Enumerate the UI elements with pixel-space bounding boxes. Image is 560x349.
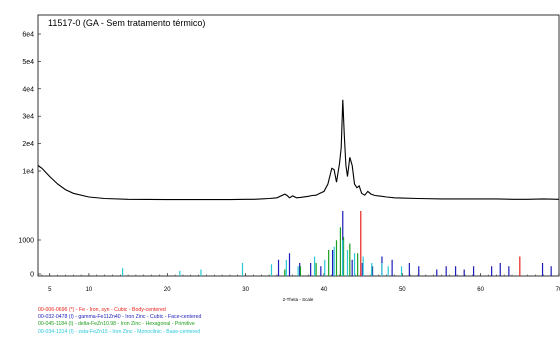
- x-tick-label: 30: [242, 287, 249, 293]
- phase-legend-entry: 00-045-1184 (I) - delta-FeZn10.98 - Iron…: [38, 321, 195, 328]
- y-tick-label: 1e4: [22, 169, 34, 176]
- x-tick-label: 60: [477, 287, 484, 293]
- y-tick-label: 4e4: [22, 86, 34, 93]
- y-tick-label: 0: [30, 272, 34, 279]
- x-tick-label: 5: [48, 287, 52, 293]
- reference-sticks: [122, 211, 552, 276]
- phase-legend-entry: 00-032-0478 (I) - gamma-Fe11Zn40 - Iron …: [38, 314, 202, 321]
- x-axis-label: 2-Theta - Scale: [283, 297, 314, 302]
- x-tick-label: 40: [321, 287, 328, 293]
- x-tick-label: 20: [164, 287, 171, 293]
- x-tick-label: 10: [86, 287, 93, 293]
- y-tick-label: 3e4: [22, 114, 34, 121]
- x-tick-label: 70: [556, 287, 560, 293]
- y-tick-label: 5e4: [22, 59, 34, 66]
- x-tick-label: 50: [399, 287, 406, 293]
- y-axis: 0 1000 1e4 2e4 3e4 4e4 5e4 6e4: [18, 32, 41, 279]
- plot-frame: [37, 14, 560, 277]
- phase-legend-entry: 00-034-1314 (I) - zeta-FeZn15 - Iron Zin…: [38, 328, 201, 335]
- y-tick-label: 6e4: [22, 32, 34, 39]
- phase-legend: 00-006-0696 (*) - Fe - Iron, syn - Cubic…: [38, 307, 201, 336]
- x-axis: 5 10 20 30 40 50 60 70: [41, 273, 560, 293]
- diffraction-pattern-line: [37, 99, 560, 201]
- y-tick-label: 2e4: [22, 141, 34, 148]
- chart-title: 11517-0 (GA - Sem tratamento térmico): [48, 18, 205, 28]
- y-tick-label: 1000: [18, 238, 34, 245]
- phase-legend-entry: 00-006-0696 (*) - Fe - Iron, syn - Cubic…: [38, 307, 166, 313]
